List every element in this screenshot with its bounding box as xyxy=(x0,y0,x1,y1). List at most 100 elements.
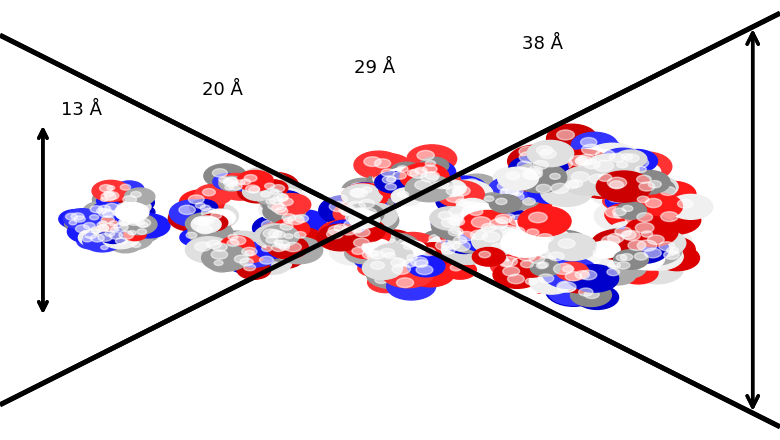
Circle shape xyxy=(131,226,159,242)
Circle shape xyxy=(186,211,197,216)
Circle shape xyxy=(239,247,266,262)
Circle shape xyxy=(404,260,414,267)
Circle shape xyxy=(601,266,612,273)
Circle shape xyxy=(597,171,651,202)
Circle shape xyxy=(105,219,147,242)
Circle shape xyxy=(222,231,265,256)
Circle shape xyxy=(561,268,606,293)
Circle shape xyxy=(512,258,527,266)
Circle shape xyxy=(644,248,661,258)
Circle shape xyxy=(287,228,321,247)
Circle shape xyxy=(431,250,448,260)
Circle shape xyxy=(274,240,283,245)
Circle shape xyxy=(525,173,542,183)
Circle shape xyxy=(510,241,556,267)
Circle shape xyxy=(540,256,556,264)
Circle shape xyxy=(416,265,433,275)
Circle shape xyxy=(448,216,463,225)
Circle shape xyxy=(615,227,632,236)
Circle shape xyxy=(533,161,569,180)
Circle shape xyxy=(498,225,541,249)
Circle shape xyxy=(541,278,561,289)
Circle shape xyxy=(608,262,620,269)
Circle shape xyxy=(612,226,655,250)
Circle shape xyxy=(490,224,520,242)
Circle shape xyxy=(138,209,145,213)
Circle shape xyxy=(575,271,590,279)
Circle shape xyxy=(351,188,367,198)
Circle shape xyxy=(451,205,496,231)
Circle shape xyxy=(637,240,657,251)
Circle shape xyxy=(119,220,129,226)
Circle shape xyxy=(202,245,249,271)
Circle shape xyxy=(411,257,427,267)
Circle shape xyxy=(329,238,378,265)
Circle shape xyxy=(115,238,127,244)
Circle shape xyxy=(102,183,125,196)
Circle shape xyxy=(521,169,534,176)
Circle shape xyxy=(367,254,379,261)
Circle shape xyxy=(248,233,284,253)
Circle shape xyxy=(418,256,432,264)
Circle shape xyxy=(204,217,215,224)
Circle shape xyxy=(612,208,626,216)
Circle shape xyxy=(186,232,197,238)
Circle shape xyxy=(434,242,473,264)
Circle shape xyxy=(635,223,654,233)
Circle shape xyxy=(257,222,301,247)
Circle shape xyxy=(431,212,480,240)
Circle shape xyxy=(629,205,648,216)
Circle shape xyxy=(232,254,271,275)
Circle shape xyxy=(102,227,140,249)
Circle shape xyxy=(504,228,515,235)
Circle shape xyxy=(652,234,669,244)
Circle shape xyxy=(285,234,314,249)
Circle shape xyxy=(446,241,460,249)
Circle shape xyxy=(395,255,433,277)
Circle shape xyxy=(631,192,664,211)
Circle shape xyxy=(488,177,533,202)
Circle shape xyxy=(112,201,137,215)
Circle shape xyxy=(254,177,270,186)
Circle shape xyxy=(435,181,448,189)
Circle shape xyxy=(551,183,569,194)
Circle shape xyxy=(572,154,616,180)
Circle shape xyxy=(204,238,246,262)
Circle shape xyxy=(455,224,471,233)
Circle shape xyxy=(530,250,576,276)
Circle shape xyxy=(363,257,402,279)
Circle shape xyxy=(186,213,224,235)
Circle shape xyxy=(594,160,614,172)
Circle shape xyxy=(583,143,641,176)
Circle shape xyxy=(361,217,373,224)
Circle shape xyxy=(414,160,456,183)
Circle shape xyxy=(92,180,129,202)
Circle shape xyxy=(479,193,506,208)
Circle shape xyxy=(464,202,480,210)
Circle shape xyxy=(94,218,117,231)
Circle shape xyxy=(668,194,713,219)
Circle shape xyxy=(552,265,569,274)
Circle shape xyxy=(610,158,643,176)
Circle shape xyxy=(580,270,597,280)
Circle shape xyxy=(122,206,133,213)
Circle shape xyxy=(363,250,378,259)
Circle shape xyxy=(271,249,285,258)
Circle shape xyxy=(385,253,395,259)
Circle shape xyxy=(641,176,678,197)
Circle shape xyxy=(511,193,524,200)
Circle shape xyxy=(406,260,455,287)
Circle shape xyxy=(218,177,229,183)
Circle shape xyxy=(355,214,366,220)
Circle shape xyxy=(626,215,645,226)
Circle shape xyxy=(590,181,632,205)
Circle shape xyxy=(454,208,501,235)
Circle shape xyxy=(374,172,418,197)
Circle shape xyxy=(260,256,274,264)
Circle shape xyxy=(381,258,434,288)
Circle shape xyxy=(593,249,608,257)
Circle shape xyxy=(332,194,381,222)
Circle shape xyxy=(359,224,392,243)
Circle shape xyxy=(548,233,597,260)
Circle shape xyxy=(558,239,575,248)
